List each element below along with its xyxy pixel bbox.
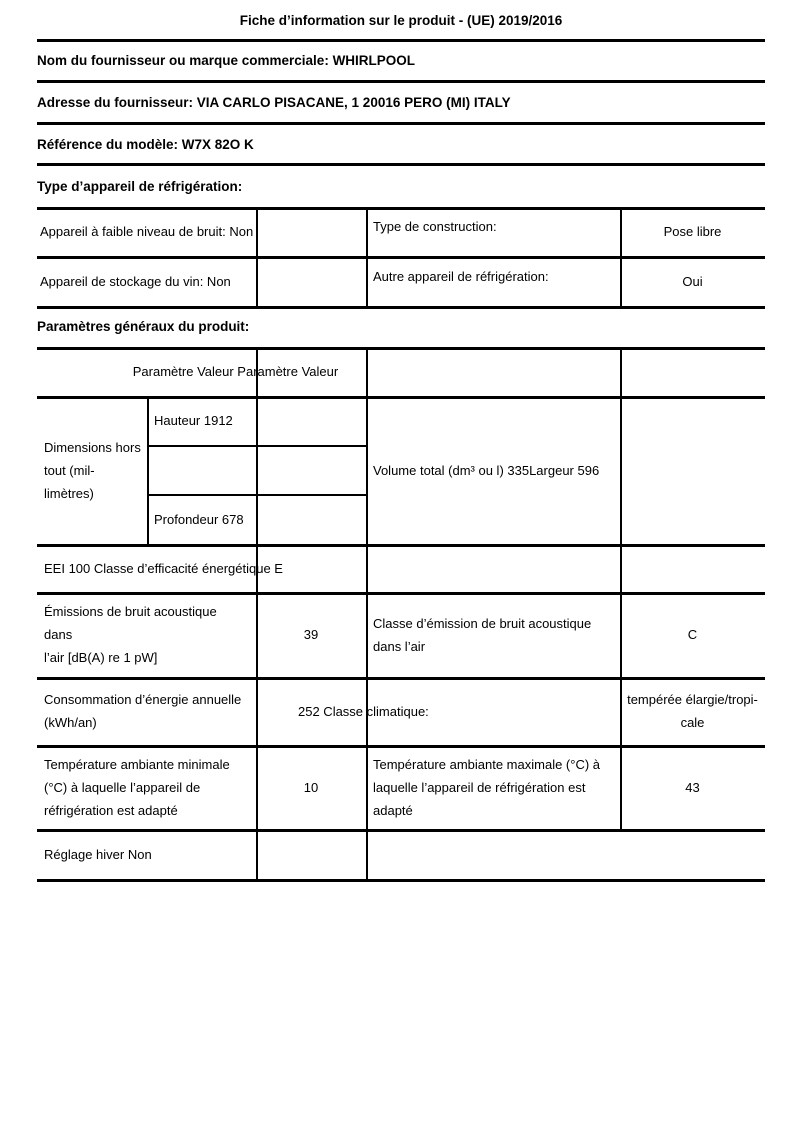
params-section-heading: Paramètres généraux du produit: bbox=[37, 318, 250, 334]
table-rule bbox=[620, 347, 622, 832]
noise-emission-label-cell: Émissions de bruit acoustique dans l’air… bbox=[44, 604, 217, 665]
table-rule bbox=[37, 256, 765, 259]
noise-class-value: C bbox=[687, 627, 698, 642]
temp-max-value: 43 bbox=[685, 779, 700, 795]
other-appliance-value: Oui bbox=[682, 274, 703, 289]
table-rule bbox=[37, 677, 765, 680]
page-title: Fiche d’information sur le produit - (UE… bbox=[239, 12, 563, 28]
type-section-heading: Type d’appareil de réfrigération: bbox=[37, 178, 243, 194]
temp-max-label-cell: Température ambiante maximale (°C) à laq… bbox=[373, 756, 601, 818]
construction-type-label: Type de construction: bbox=[373, 219, 497, 234]
table-rule bbox=[256, 347, 258, 882]
table-rule bbox=[37, 829, 765, 832]
temp-min-label-cell: Température ambiante minimale (°C) à laq… bbox=[44, 756, 230, 818]
climate-class-value-cell: tempérée élargie/tropi- cale bbox=[627, 692, 758, 730]
table-rule bbox=[37, 544, 765, 547]
noise-emission-value: 39 bbox=[303, 627, 319, 642]
table-rule bbox=[256, 207, 258, 309]
table-rule bbox=[37, 592, 765, 595]
divider bbox=[37, 39, 765, 42]
other-appliance-label: Autre appareil de réfrigération: bbox=[373, 269, 549, 284]
volume-width-cell: Volume total (dm³ ou l) 335Largeur 596 bbox=[373, 462, 600, 478]
table-rule bbox=[366, 207, 368, 309]
table-rule bbox=[37, 396, 765, 399]
table-rule bbox=[37, 347, 765, 350]
noise-level-cell: Appareil à faible niveau de bruit: Non bbox=[40, 224, 254, 239]
table-rule bbox=[37, 306, 765, 309]
energy-consumption-label-cell: Consommation d’énergie annuelle (kWh/an) bbox=[44, 692, 242, 730]
table-rule bbox=[147, 396, 149, 546]
model-line: Référence du modèle: W7X 82O K bbox=[37, 136, 254, 152]
temp-min-value: 10 bbox=[303, 779, 319, 795]
address-line: Adresse du fournisseur: VIA CARLO PISACA… bbox=[37, 94, 511, 110]
height-cell: Hauteur 1912 bbox=[154, 413, 233, 428]
divider bbox=[37, 80, 765, 83]
table-rule bbox=[620, 207, 622, 309]
eei-cell: EEI 100 Classe d’efficacité énergétique … bbox=[44, 560, 283, 576]
divider bbox=[37, 122, 765, 125]
noise-class-label-cell: Classe d’émission de bruit acoustique da… bbox=[373, 615, 592, 654]
table-rule bbox=[37, 879, 765, 882]
wine-storage-cell: Appareil de stockage du vin: Non bbox=[40, 274, 231, 289]
dimensions-label-cell: Dimensions hors tout (mil- limètres) bbox=[44, 439, 141, 501]
depth-cell: Profondeur 678 bbox=[154, 511, 244, 527]
table-rule bbox=[37, 745, 765, 748]
energy-climate-cell: 252 Classe climatique: bbox=[298, 703, 429, 719]
table-rule bbox=[366, 347, 368, 882]
supplier-line: Nom du fournisseur ou marque commerciale… bbox=[37, 52, 416, 68]
params-header-cell: Paramètre Valeur Paramètre Valeur bbox=[132, 364, 339, 379]
construction-type-value: Pose libre bbox=[663, 224, 722, 239]
divider bbox=[37, 163, 765, 166]
winter-setting-cell: Réglage hiver Non bbox=[44, 846, 152, 862]
table-rule bbox=[37, 207, 765, 210]
